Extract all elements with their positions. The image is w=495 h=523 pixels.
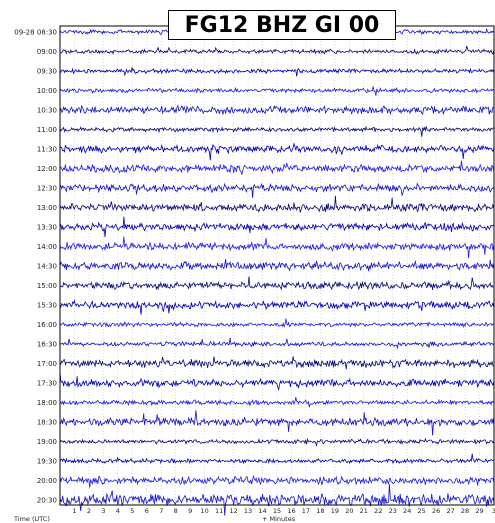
x-tick-label: 11: [215, 507, 223, 515]
x-tick-label: 23: [389, 507, 397, 515]
x-axis-labels: 1 2 3 4 5 6 7 8 9 10 11 12 13 14 15 16 17 18 19 20 21 22 23 24 2…: [72, 507, 495, 515]
y-tick-label: 19:30: [37, 458, 57, 466]
x-tick-label: 28: [461, 507, 469, 515]
trace-line: [59, 276, 494, 291]
y-tick-label: 15:00: [37, 282, 57, 290]
trace-line: [59, 236, 495, 259]
y-tick-label: 13:00: [37, 204, 57, 212]
y-tick-label: 13:30: [37, 224, 57, 232]
y-tick-label: 11:00: [37, 126, 57, 134]
trace-line: [59, 195, 495, 213]
trace-line: [59, 356, 494, 370]
x-tick-label: 4: [116, 507, 120, 515]
trace-line: [59, 437, 495, 447]
x-tick-label: 13: [244, 507, 252, 515]
y-tick-label: 17:30: [37, 380, 57, 388]
chart-title: FG12 BHZ GI 00: [168, 10, 396, 40]
trace-line: [59, 258, 495, 272]
trace-line: [59, 318, 494, 328]
x-tick-label: 18: [316, 507, 324, 515]
y-tick-label: 09:30: [37, 68, 57, 76]
trace-line: [59, 484, 495, 516]
trace-line: [59, 104, 495, 116]
trace-line: [59, 86, 494, 96]
y-tick-label: 20:30: [37, 497, 57, 505]
y-tick-label: 18:00: [37, 399, 57, 407]
trace-line: [59, 142, 495, 161]
x-tick-label: 19: [331, 507, 339, 515]
y-tick-label: 15:30: [37, 302, 57, 310]
trace-line: [59, 45, 495, 56]
trace-line: [59, 125, 495, 137]
x-tick-label: 3: [101, 507, 105, 515]
y-tick-label: 12:00: [37, 165, 57, 173]
y-tick-label: 10:30: [37, 107, 57, 115]
x-tick-label: 15: [273, 507, 281, 515]
trace-group: [59, 24, 495, 516]
x-axis-left-label: Time (UTC): [13, 515, 50, 523]
y-tick-label: 12:30: [37, 185, 57, 193]
x-tick-label: 2: [87, 507, 91, 515]
x-tick-label: 29: [475, 507, 483, 515]
y-tick-label: 11:30: [37, 146, 57, 154]
y-axis-labels: 09-28 08:30 09:00 09:30 10:00 10:30 11:00 11:3…: [14, 29, 57, 505]
x-tick-label: 26: [432, 507, 440, 515]
trace-line: [59, 66, 495, 77]
y-tick-label: 18:30: [37, 419, 57, 427]
y-tick-label: 17:00: [37, 360, 57, 368]
trace-line: [59, 474, 495, 488]
y-tick-label: 20:00: [37, 477, 57, 485]
y-tick-label: 09:00: [37, 48, 57, 56]
y-tick-label: 14:30: [37, 263, 57, 271]
y-tick-label: 10:00: [37, 87, 57, 95]
y-tick-label: 19:00: [37, 438, 57, 446]
x-tick-label: 10: [201, 507, 209, 515]
x-tick-label: 5: [130, 507, 134, 515]
trace-line: [59, 397, 495, 408]
x-tick-label: 7: [159, 507, 163, 515]
y-tick-label: 16:30: [37, 341, 57, 349]
y-tick-label: 09-28 08:30: [14, 29, 57, 37]
x-axis-title: + Minutes: [262, 515, 296, 523]
x-tick-label: 14: [258, 507, 266, 515]
trace-line: [59, 410, 495, 436]
trace-line: [59, 372, 495, 392]
x-tick-label: 3: [492, 507, 495, 515]
x-tick-label: 22: [374, 507, 382, 515]
x-tick-label: 16: [287, 507, 295, 515]
x-tick-label: 9: [188, 507, 192, 515]
trace-line: [59, 182, 495, 198]
y-tick-label: 14:00: [37, 243, 57, 251]
x-tick-label: 1: [72, 507, 76, 515]
y-tick-label: 16:00: [37, 321, 57, 329]
trace-line: [59, 160, 495, 175]
trace-line: [59, 337, 494, 350]
x-tick-label: 24: [403, 507, 411, 515]
x-tick-label: 17: [302, 507, 310, 515]
x-tick-label: 25: [418, 507, 426, 515]
x-tick-label: 27: [446, 507, 454, 515]
x-tick-label: 6: [145, 507, 149, 515]
x-tick-label: 12: [229, 507, 237, 515]
trace-line: [59, 299, 495, 315]
x-tick-label: 20: [345, 507, 353, 515]
trace-line: [59, 453, 494, 465]
x-tick-label: 8: [174, 507, 178, 515]
trace-line: [59, 216, 495, 238]
x-tick-label: 21: [360, 507, 368, 515]
